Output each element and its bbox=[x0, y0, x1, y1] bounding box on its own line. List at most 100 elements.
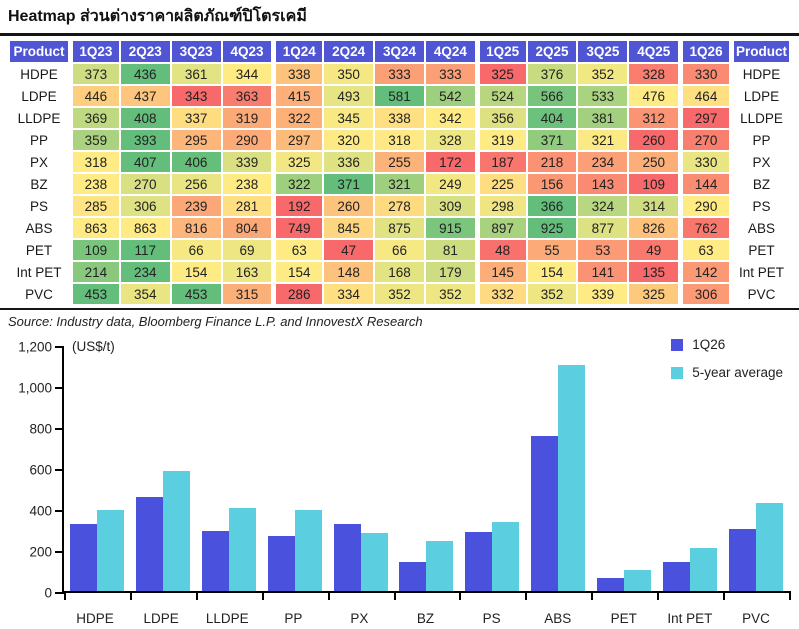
x-axis-tick bbox=[261, 591, 264, 600]
bar-group bbox=[723, 347, 789, 591]
x-axis-tick bbox=[723, 591, 726, 600]
y-axis-unit-label: (US$/t) bbox=[72, 339, 115, 354]
value-cell: 325 bbox=[476, 64, 526, 84]
value-cell: 319 bbox=[476, 130, 526, 150]
value-cell: 408 bbox=[120, 108, 170, 128]
value-cell: 369 bbox=[70, 108, 119, 128]
x-axis-label: LDPE bbox=[143, 611, 179, 626]
bar-chart: (US$/t) 0 200 400 600 800 1,000 1,200 HDPE LDPE… bbox=[0, 333, 799, 629]
legend-item: 1Q26 bbox=[671, 337, 783, 352]
quarter-header: 4Q23 bbox=[222, 41, 272, 62]
value-cell: 141 bbox=[578, 262, 628, 282]
value-cell: 338 bbox=[375, 108, 424, 128]
product-cell-right: ABS bbox=[731, 218, 789, 238]
table-row: LLDPE 369 408 337 319 322 345 338 342 356 404 381 31… bbox=[10, 108, 789, 128]
value-cell: 352 bbox=[425, 284, 475, 304]
value-cell: 297 bbox=[680, 108, 729, 128]
quarter-header: 3Q24 bbox=[375, 41, 424, 62]
y-axis-tick bbox=[55, 387, 64, 389]
table-row: ABS 863 863 816 804 749 845 875 915 897 925 877 826 7… bbox=[10, 218, 789, 238]
bar-1q26 bbox=[531, 436, 559, 591]
table-bottom-divider bbox=[0, 308, 799, 310]
product-cell-right: PVC bbox=[731, 284, 789, 304]
header-row: Product 1Q23 2Q23 3Q23 4Q23 1Q24 2Q24 3Q24 4Q24 1… bbox=[10, 41, 789, 62]
y-axis-tick bbox=[55, 346, 64, 348]
value-cell: 407 bbox=[120, 152, 170, 172]
value-cell: 69 bbox=[222, 240, 272, 260]
y-axis-tick bbox=[55, 592, 64, 594]
value-cell: 154 bbox=[527, 262, 577, 282]
value-cell: 533 bbox=[578, 86, 628, 106]
table-row: PS 285 306 239 281 192 260 278 309 298 366 324 314 29… bbox=[10, 196, 789, 216]
table-row: Int PET 214 234 154 163 154 148 168 179 145 154 141… bbox=[10, 262, 789, 282]
value-cell: 298 bbox=[476, 196, 526, 216]
value-cell: 168 bbox=[375, 262, 424, 282]
x-axis-label: HDPE bbox=[76, 611, 114, 626]
value-cell: 286 bbox=[273, 284, 323, 304]
y-axis-label: 1,000 bbox=[18, 380, 52, 396]
title-divider bbox=[0, 33, 799, 36]
value-cell: 48 bbox=[476, 240, 526, 260]
plot-area bbox=[55, 346, 791, 600]
table-row: PX 318 407 406 339 325 336 255 172 187 218 234 250 33… bbox=[10, 152, 789, 172]
bar-1q26 bbox=[69, 523, 97, 591]
value-cell: 352 bbox=[527, 284, 577, 304]
bar-1q26 bbox=[663, 562, 691, 591]
product-cell-right: LDPE bbox=[731, 86, 789, 106]
value-cell: 334 bbox=[324, 284, 374, 304]
value-cell: 260 bbox=[629, 130, 679, 150]
value-cell: 436 bbox=[120, 64, 170, 84]
value-cell: 144 bbox=[680, 174, 729, 194]
x-axis-label: PET bbox=[610, 611, 637, 626]
quarter-header: 1Q24 bbox=[273, 41, 323, 62]
value-cell: 172 bbox=[425, 152, 475, 172]
y-axis-tick bbox=[55, 551, 64, 553]
chart-legend: 1Q26 5-year average bbox=[671, 337, 783, 393]
value-cell: 342 bbox=[425, 108, 475, 128]
x-axis-tick bbox=[525, 591, 528, 600]
product-cell-left: LDPE bbox=[10, 86, 68, 106]
value-cell: 163 bbox=[222, 262, 272, 282]
value-cell: 81 bbox=[425, 240, 475, 260]
legend-label: 5-year average bbox=[692, 365, 783, 380]
value-cell: 250 bbox=[629, 152, 679, 172]
product-cell-right: LLDPE bbox=[731, 108, 789, 128]
value-cell: 218 bbox=[527, 152, 577, 172]
value-cell: 315 bbox=[222, 284, 272, 304]
legend-swatch bbox=[671, 338, 684, 351]
value-cell: 925 bbox=[527, 218, 577, 238]
value-cell: 366 bbox=[527, 196, 577, 216]
value-cell: 826 bbox=[629, 218, 679, 238]
bar-1q26 bbox=[597, 578, 625, 591]
value-cell: 192 bbox=[273, 196, 323, 216]
product-cell-left: PS bbox=[10, 196, 68, 216]
value-cell: 339 bbox=[578, 284, 628, 304]
value-cell: 270 bbox=[680, 130, 729, 150]
value-cell: 343 bbox=[171, 86, 221, 106]
y-axis-label: 400 bbox=[29, 503, 52, 519]
value-cell: 762 bbox=[680, 218, 729, 238]
value-cell: 330 bbox=[680, 152, 729, 172]
value-cell: 290 bbox=[222, 130, 272, 150]
product-cell-left: HDPE bbox=[10, 64, 68, 84]
value-cell: 281 bbox=[222, 196, 272, 216]
x-axis-label: Int PET bbox=[667, 611, 713, 626]
x-axis-tick bbox=[657, 591, 660, 600]
table-row: PET 109 117 66 69 63 47 66 81 48 55 53 49 63 PET bbox=[10, 240, 789, 260]
value-cell: 581 bbox=[375, 86, 424, 106]
x-axis-tick bbox=[789, 591, 791, 600]
value-cell: 135 bbox=[629, 262, 679, 282]
bar-1q26 bbox=[333, 523, 361, 591]
bar-1q26 bbox=[135, 496, 163, 591]
product-header-right: Product bbox=[731, 41, 789, 62]
value-cell: 354 bbox=[120, 284, 170, 304]
value-cell: 350 bbox=[324, 64, 374, 84]
quarter-header: 2Q23 bbox=[120, 41, 170, 62]
bar-group bbox=[262, 347, 328, 591]
value-cell: 322 bbox=[273, 108, 323, 128]
bar-group bbox=[64, 347, 130, 591]
product-cell-left: LLDPE bbox=[10, 108, 68, 128]
value-cell: 393 bbox=[120, 130, 170, 150]
value-cell: 63 bbox=[680, 240, 729, 260]
x-axis-tick bbox=[459, 591, 462, 600]
